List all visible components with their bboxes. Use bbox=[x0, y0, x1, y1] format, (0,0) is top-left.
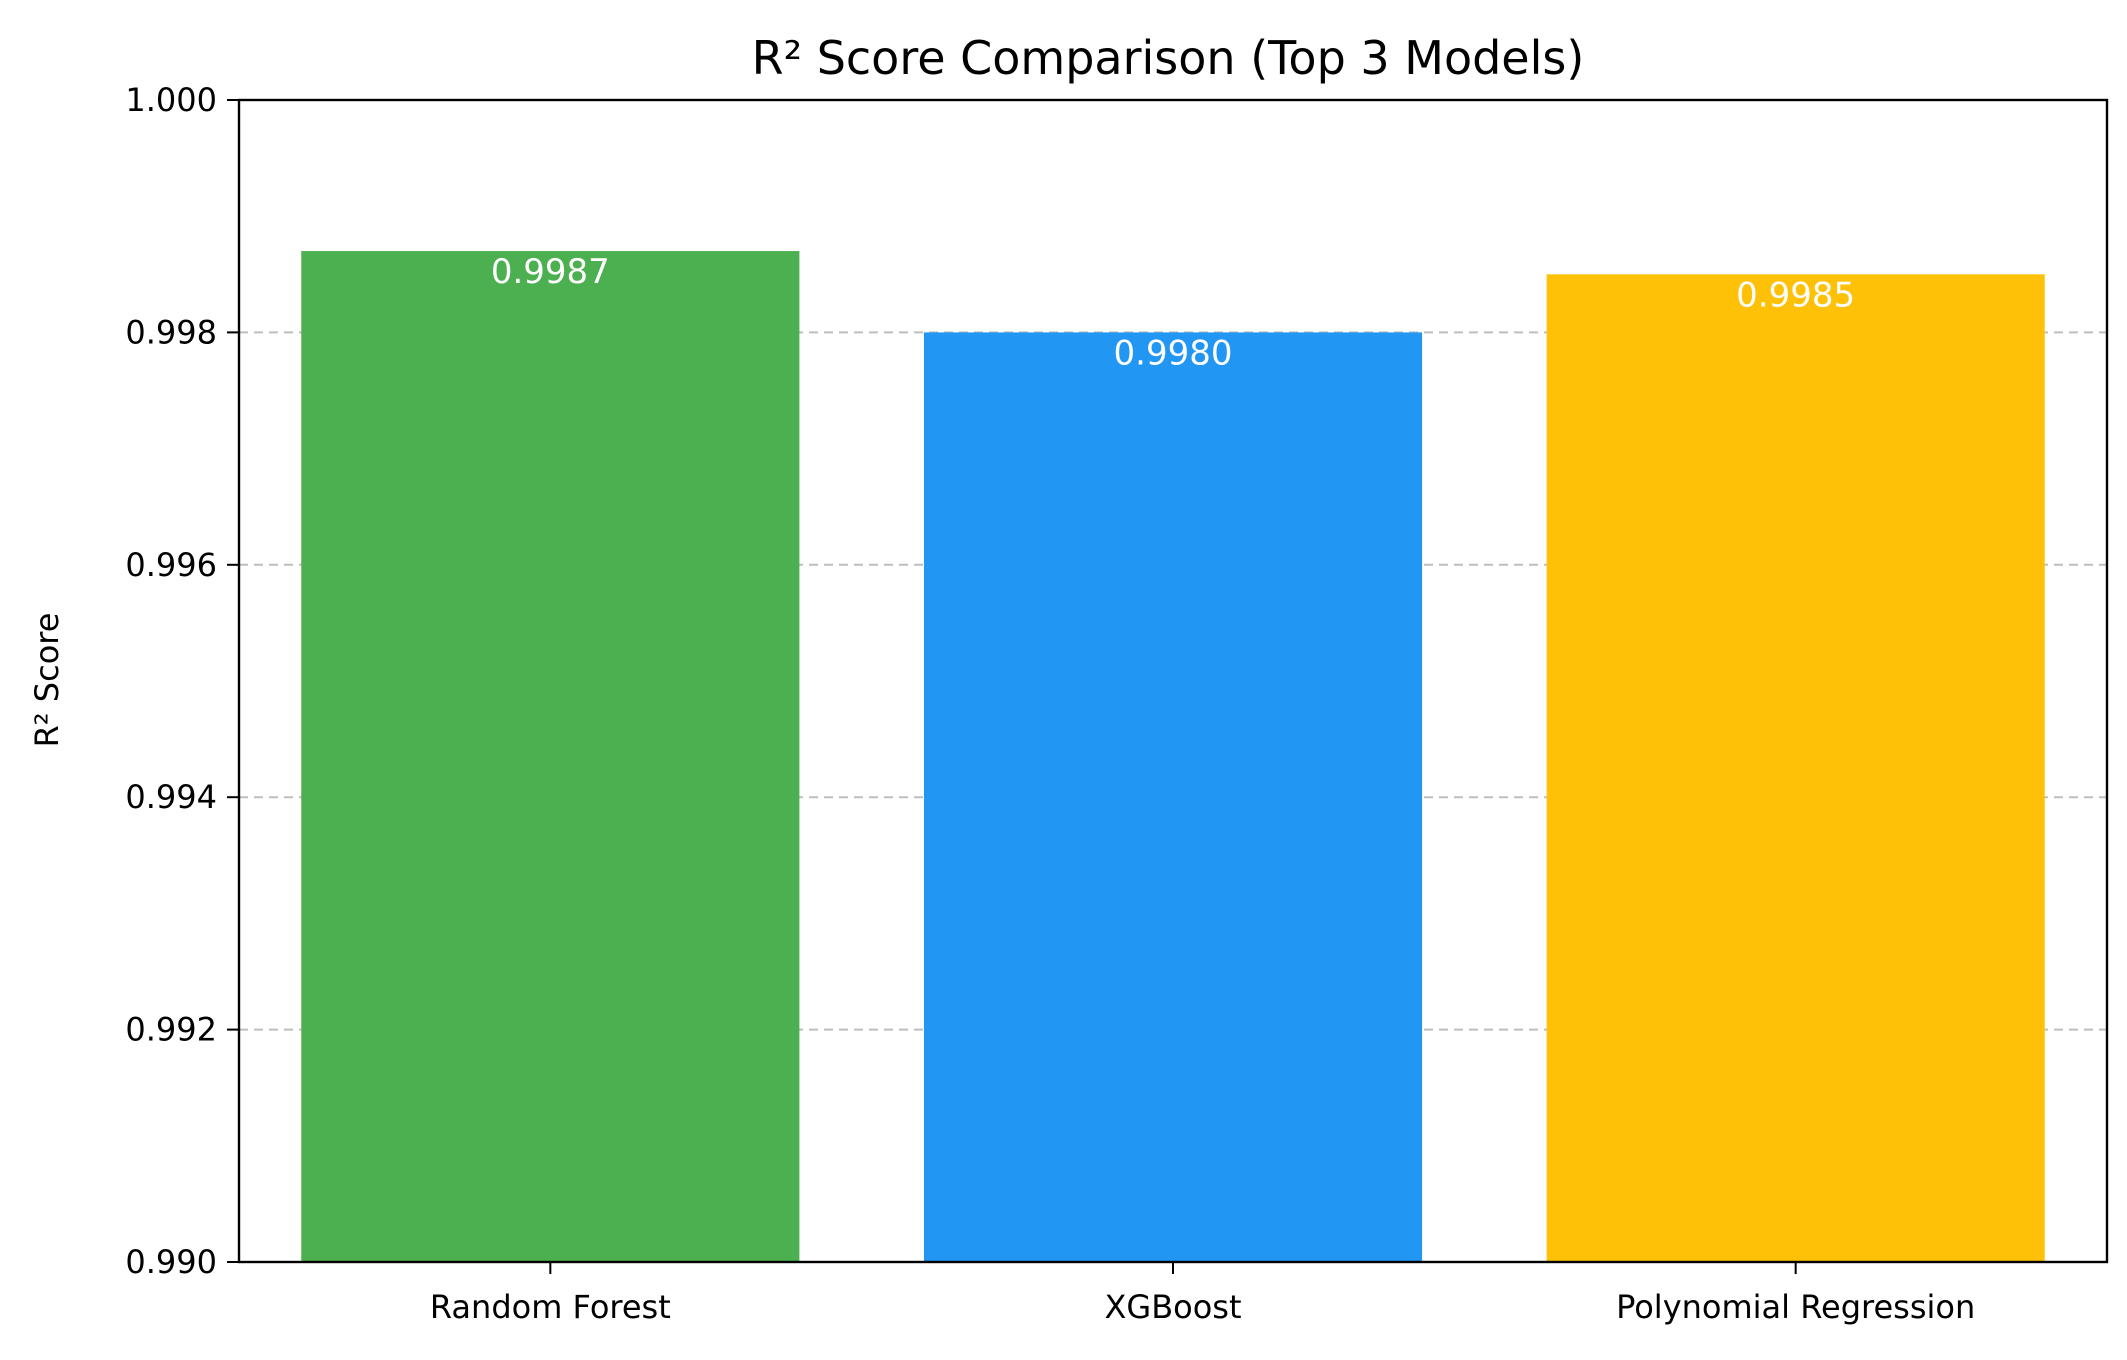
bar-random-forest bbox=[301, 251, 800, 1262]
x-tick-label: Random Forest bbox=[430, 1288, 671, 1326]
x-tick-label: XGBoost bbox=[1104, 1288, 1241, 1326]
y-ticks-layer: 0.990 0.992 0.994 0.996 0.998 1.000 bbox=[125, 81, 239, 1281]
chart-title: R² Score Comparison (Top 3 Models) bbox=[752, 31, 1585, 85]
bar-value-label: 0.9985 bbox=[1736, 275, 1855, 315]
y-tick-label: 0.992 bbox=[125, 1011, 217, 1049]
y-tick-label: 0.990 bbox=[125, 1243, 217, 1281]
x-ticks-layer: Random Forest XGBoost Polynomial Regressio… bbox=[430, 1262, 1975, 1326]
value-labels-layer: 0.9987 0.9980 0.9985 bbox=[491, 252, 1855, 373]
y-tick-label: 0.998 bbox=[125, 313, 217, 351]
bar-value-label: 0.9987 bbox=[491, 252, 610, 292]
x-tick-label: Polynomial Regression bbox=[1616, 1288, 1975, 1326]
bars-layer bbox=[301, 251, 2045, 1262]
bar-value-label: 0.9980 bbox=[1114, 333, 1233, 373]
bar-polynomial-regression bbox=[1546, 274, 2045, 1262]
y-axis-label: R² Score bbox=[28, 613, 66, 748]
bar-xgboost bbox=[923, 332, 1423, 1262]
y-tick-label: 1.000 bbox=[125, 81, 217, 119]
y-tick-label: 0.994 bbox=[125, 778, 217, 816]
y-tick-label: 0.996 bbox=[125, 546, 217, 584]
